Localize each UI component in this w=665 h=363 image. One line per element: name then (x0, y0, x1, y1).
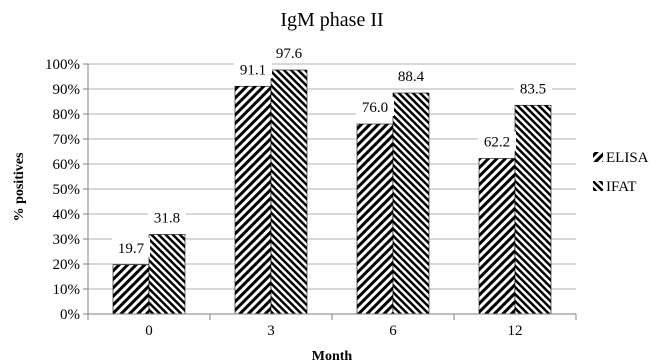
y-tick-label: 60% (53, 157, 81, 173)
bar-elisa-12 (478, 158, 516, 315)
data-label-background (392, 66, 430, 85)
data-label-background (148, 207, 186, 227)
chart-title: IgM phase II (280, 9, 383, 31)
data-label-background (234, 59, 272, 79)
data-label-background (112, 237, 150, 257)
data-label-ifat-3: 97.6 (276, 46, 303, 62)
bar-elisa-6 (356, 123, 394, 315)
legend-swatch-elisa (593, 152, 603, 162)
bar-elisa-0 (112, 264, 150, 315)
legend-label-elisa: ELISA (606, 150, 649, 166)
x-tick-label: 12 (508, 323, 523, 339)
x-tick-label: 6 (389, 323, 397, 339)
y-tick-label: 10% (53, 282, 81, 298)
data-label-background (270, 43, 308, 62)
data-label-ifat-6: 88.4 (398, 69, 425, 85)
data-label-elisa-6: 76.0 (362, 100, 388, 116)
bar-ifat-6 (392, 92, 430, 315)
y-tick-label: 20% (53, 257, 81, 273)
data-label-background (478, 131, 516, 151)
data-label-background (356, 97, 394, 116)
x-axis-ticks: 0 3 6 12 (87, 314, 577, 339)
bar-elisa-3 (234, 85, 272, 315)
data-label-ifat-12: 83.5 (520, 81, 546, 97)
x-tick-label: 3 (267, 323, 275, 339)
bar-ifat-3 (270, 69, 308, 315)
legend-label-ifat: IFAT (606, 179, 637, 195)
y-axis-label: % positives (12, 152, 27, 221)
y-tick-label: 90% (53, 82, 81, 98)
y-tick-label: 100% (45, 57, 80, 73)
data-label-elisa-12: 62.2 (484, 135, 510, 151)
x-tick-label: 0 (145, 323, 153, 339)
y-tick-label: 50% (53, 182, 81, 198)
legend: ELISA IFAT (593, 150, 649, 195)
data-label-ifat-0: 31.8 (154, 211, 180, 227)
y-axis-ticks: 0% 10% 20% 30% 40% 50% 60% 70% 80% 90% 100% (45, 57, 88, 323)
y-tick-label: 0% (60, 307, 80, 323)
bars (112, 69, 552, 315)
legend-swatch-ifat (593, 181, 603, 191)
y-tick-label: 30% (53, 232, 81, 248)
data-label-elisa-3: 91.1 (240, 62, 266, 78)
y-tick-label: 40% (53, 207, 81, 223)
bar-ifat-12 (514, 104, 552, 315)
bar-ifat-0 (148, 234, 186, 315)
y-tick-label: 70% (53, 132, 81, 148)
data-label-elisa-0: 19.7 (118, 241, 145, 257)
x-axis-label: Month (312, 349, 353, 363)
y-tick-label: 80% (53, 107, 81, 123)
data-labels: 19.7 31.8 91.1 97.6 76.0 88.4 62.2 83.5 (112, 43, 552, 257)
data-label-background (514, 78, 552, 98)
